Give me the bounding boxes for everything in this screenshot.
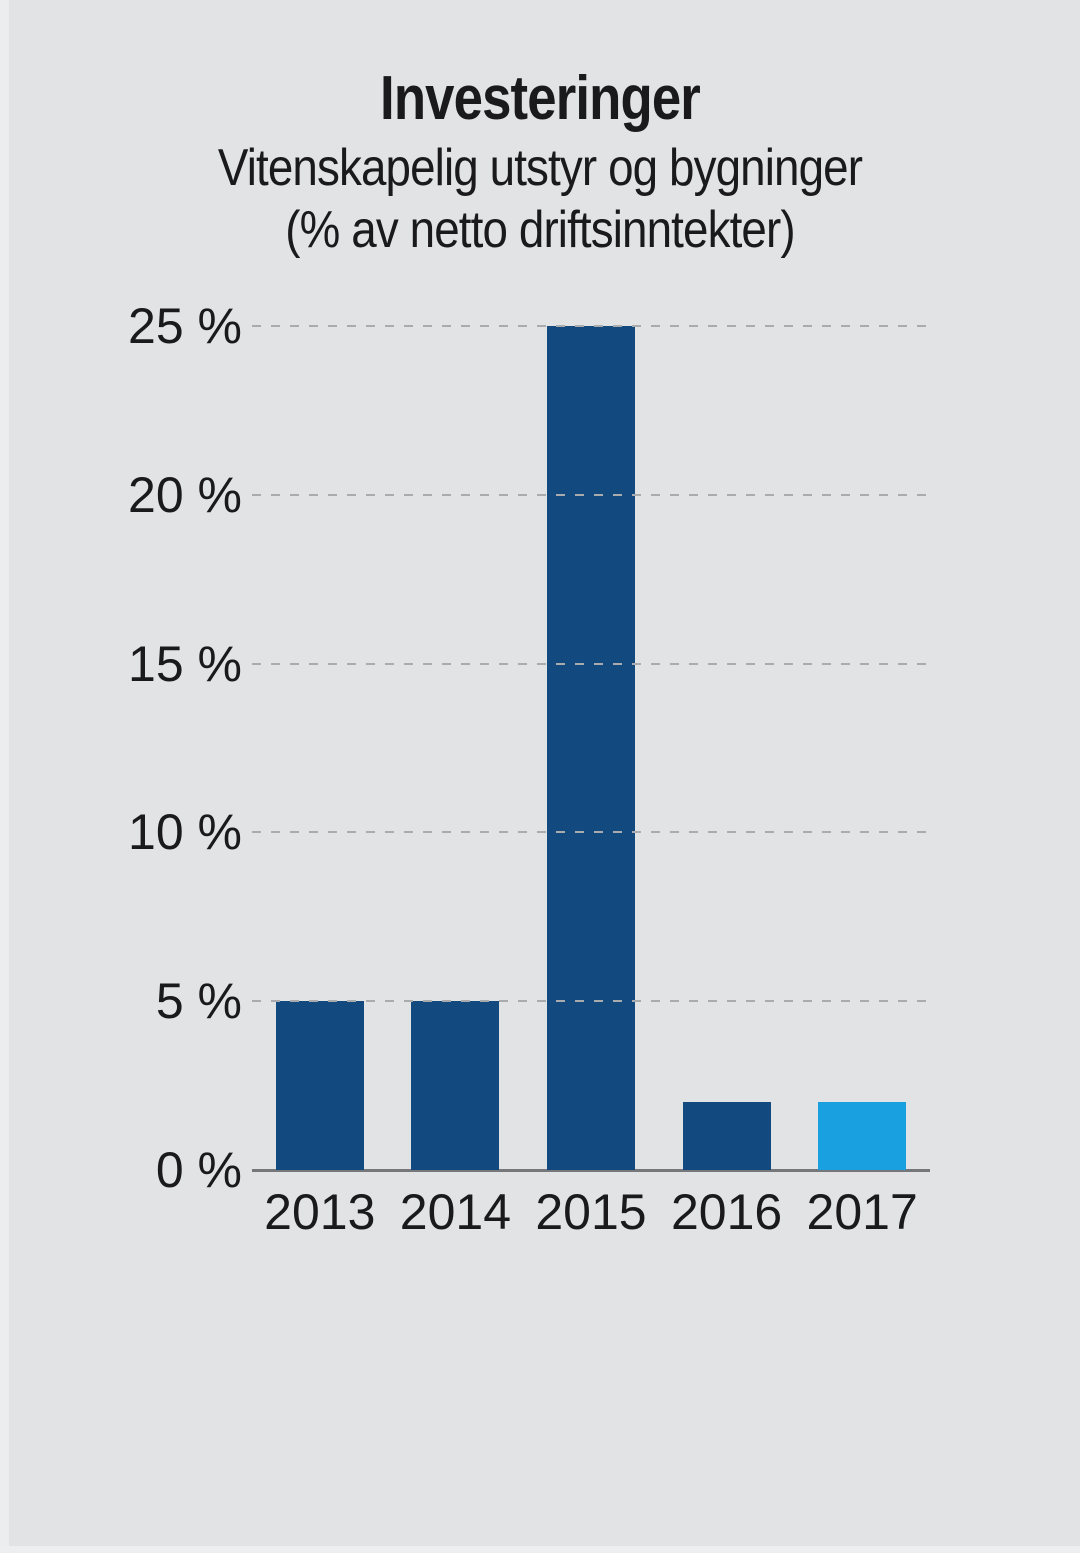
chart-title: Investeringer [380, 64, 701, 133]
bar-slot-2017 [794, 326, 930, 1170]
bottom-edge-strip [0, 1546, 1080, 1553]
bar-2017 [818, 1102, 907, 1170]
left-edge-strip [0, 0, 9, 1553]
bar-2016 [682, 1102, 771, 1170]
y-axis-label-10: 10 % [128, 804, 242, 861]
bar-slot-2013 [252, 326, 388, 1170]
bar-2014 [411, 1001, 500, 1170]
bar-2015 [546, 326, 635, 1170]
x-axis-label-2016: 2016 [670, 1184, 783, 1240]
x-axis-label-2013: 2013 [264, 1184, 376, 1240]
gridline-15 [252, 662, 930, 665]
y-axis-label-5: 5 % [155, 973, 242, 1030]
x-axis-label-2014: 2014 [399, 1184, 511, 1240]
y-axis-label-15: 15 % [128, 635, 242, 692]
gridline-5 [252, 1000, 930, 1003]
x-axis-labels: 2013 2014 2015 2016 2017 [252, 1184, 930, 1240]
x-axis-label-2015: 2015 [535, 1184, 647, 1240]
x-axis-line [252, 1169, 930, 1172]
gridline-25 [252, 325, 930, 327]
y-axis-label-20: 20 % [128, 466, 242, 523]
bar-slot-2015 [523, 326, 659, 1170]
gridline-20 [252, 493, 930, 496]
x-axis-label-2017: 2017 [806, 1184, 918, 1240]
y-axis-label-0: 0 % [155, 1142, 242, 1198]
gridline-10 [252, 831, 930, 834]
chart-subtitle-line2: (% av netto driftsinntekter) [285, 201, 795, 259]
chart-subtitle-line1: Vitenskapelig utstyr og bygninger [217, 139, 863, 197]
plot-area: 0 % 5 % 10 % 15 % 20 % 25 % [128, 301, 930, 1195]
y-axis-label-25: 25 % [128, 298, 242, 354]
bar-2013 [275, 1001, 364, 1170]
bar-series [252, 326, 930, 1170]
bar-slot-2016 [659, 326, 795, 1170]
chart-header: Investeringer Vitenskapelig utstyr og by… [0, 62, 1080, 260]
bar-slot-2014 [388, 326, 524, 1170]
